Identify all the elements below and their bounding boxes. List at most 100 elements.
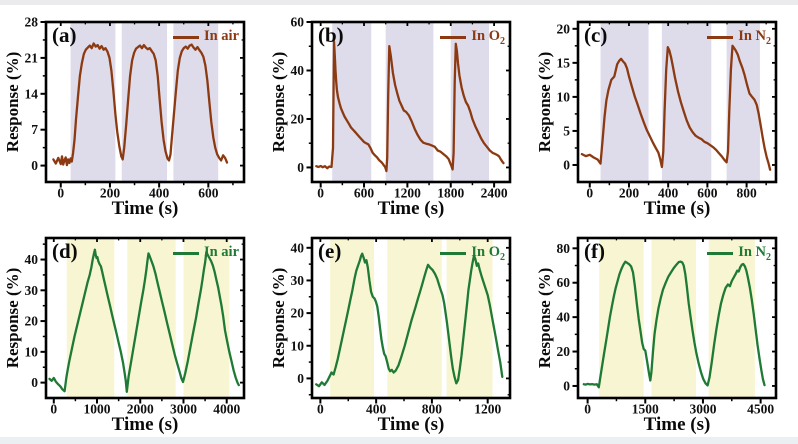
legend-line-swatch xyxy=(707,35,734,39)
svg-text:0: 0 xyxy=(297,371,304,386)
x-axis-title: Time (s) xyxy=(377,414,445,435)
svg-text:5: 5 xyxy=(563,123,570,138)
svg-text:80: 80 xyxy=(557,241,571,256)
svg-text:10: 10 xyxy=(25,344,39,359)
panel-letter: (d) xyxy=(52,239,78,263)
svg-text:15: 15 xyxy=(557,55,571,70)
svg-text:800: 800 xyxy=(422,402,443,417)
svg-text:20: 20 xyxy=(25,314,39,329)
legend-line-swatch xyxy=(172,35,199,39)
plot-area-e: 0 400 800 1200 0 10 20 30 40 xyxy=(291,236,512,417)
plot-area-c: 0 200 400 600 800 0 5 10 15 20 xyxy=(557,20,778,201)
legend: In O2 xyxy=(440,28,505,47)
svg-text:4500: 4500 xyxy=(747,402,774,417)
svg-text:40: 40 xyxy=(291,63,305,78)
svg-text:2000: 2000 xyxy=(127,402,154,417)
svg-text:600: 600 xyxy=(198,186,219,201)
plot-area-b: 0 600 1200 1800 2400 0 20 40 60 xyxy=(291,15,512,201)
svg-text:7: 7 xyxy=(31,122,38,137)
svg-text:400: 400 xyxy=(366,402,387,417)
svg-text:0: 0 xyxy=(317,186,324,201)
svg-text:0: 0 xyxy=(297,160,304,175)
x-axis-title: Time (s) xyxy=(643,198,711,219)
svg-text:1000: 1000 xyxy=(84,402,111,417)
legend-line-swatch xyxy=(440,251,467,255)
svg-text:20: 20 xyxy=(557,21,571,36)
legend-label: In O2 xyxy=(471,28,505,47)
svg-text:200: 200 xyxy=(100,186,121,201)
svg-text:20: 20 xyxy=(557,344,571,359)
panel-e: 0 400 800 1200 0 10 20 30 40 Response (%) Time (… xyxy=(266,228,532,444)
svg-text:1200: 1200 xyxy=(474,402,501,417)
svg-text:0: 0 xyxy=(31,158,38,173)
y-axis-title: Response (%) xyxy=(535,51,554,153)
legend: In N2 xyxy=(707,244,771,263)
svg-text:28: 28 xyxy=(25,15,39,30)
y-axis-title: Response (%) xyxy=(535,267,554,369)
top-edge-strip xyxy=(0,0,798,5)
svg-text:400: 400 xyxy=(149,186,170,201)
y-axis-title: Response (%) xyxy=(269,51,288,153)
panel-a: 0 200 400 600 0 7 14 21 28 Response (%) Time (s)… xyxy=(0,12,266,228)
x-axis-title: Time (s) xyxy=(643,414,711,435)
svg-text:0: 0 xyxy=(586,186,593,201)
svg-text:30: 30 xyxy=(291,273,305,288)
legend: In N2 xyxy=(707,28,771,47)
panel-b: 0 600 1200 1800 2400 0 20 40 60 Response (%) Tim… xyxy=(266,12,532,228)
panel-d: 0 1000 2000 3000 4000 0 10 20 30 40 Response (%) … xyxy=(0,228,266,444)
x-axis-title: Time (s) xyxy=(111,198,179,219)
plot-area-d: 0 1000 2000 3000 4000 0 10 20 30 40 xyxy=(25,236,246,417)
legend-label: In air xyxy=(203,244,239,260)
svg-text:600: 600 xyxy=(354,186,375,201)
svg-text:0: 0 xyxy=(563,378,570,393)
svg-text:1200: 1200 xyxy=(394,186,421,201)
svg-text:200: 200 xyxy=(619,186,640,201)
x-axis-title: Time (s) xyxy=(377,198,445,219)
svg-text:0: 0 xyxy=(57,186,64,201)
svg-text:60: 60 xyxy=(557,275,571,290)
legend-label: In N2 xyxy=(738,244,771,263)
svg-text:30: 30 xyxy=(25,283,39,298)
panel-c: 0 200 400 600 800 0 5 10 15 20 Response (%) Time … xyxy=(532,12,798,228)
y-axis-title: Response (%) xyxy=(3,267,22,369)
svg-text:10: 10 xyxy=(291,338,305,353)
legend-line-swatch xyxy=(172,251,199,255)
svg-text:60: 60 xyxy=(291,15,305,30)
bottom-edge-strip xyxy=(0,437,798,444)
legend-label: In air xyxy=(203,28,239,44)
svg-text:40: 40 xyxy=(291,240,305,255)
legend: In air xyxy=(172,28,239,47)
svg-text:40: 40 xyxy=(557,310,571,325)
legend: In air xyxy=(172,244,239,263)
panel-f: 0 1500 3000 4500 0 20 40 60 80 Response (%) Time… xyxy=(532,228,798,444)
svg-text:20: 20 xyxy=(291,306,305,321)
svg-text:0: 0 xyxy=(31,375,38,390)
panel-letter: (f) xyxy=(584,239,605,263)
svg-text:600: 600 xyxy=(697,186,718,201)
legend-label: In N2 xyxy=(738,28,771,47)
panel-letter: (b) xyxy=(318,23,344,47)
panel-letter: (e) xyxy=(318,239,342,263)
svg-text:1800: 1800 xyxy=(437,186,464,201)
legend-label: In O2 xyxy=(471,244,505,263)
svg-text:4000: 4000 xyxy=(213,402,240,417)
y-axis-title: Response (%) xyxy=(269,267,288,369)
svg-text:400: 400 xyxy=(658,186,679,201)
svg-text:3000: 3000 xyxy=(689,402,716,417)
svg-text:0: 0 xyxy=(317,402,324,417)
legend-line-swatch xyxy=(707,251,734,255)
svg-text:0: 0 xyxy=(563,157,570,172)
svg-text:10: 10 xyxy=(557,89,571,104)
x-axis-title: Time (s) xyxy=(111,414,179,435)
panel-letter: (a) xyxy=(52,23,77,47)
svg-text:20: 20 xyxy=(291,111,305,126)
svg-text:40: 40 xyxy=(25,252,39,267)
y-axis-title: Response (%) xyxy=(3,51,22,153)
svg-text:14: 14 xyxy=(25,86,39,101)
legend: In O2 xyxy=(440,244,505,263)
svg-text:800: 800 xyxy=(736,186,757,201)
svg-text:0: 0 xyxy=(50,402,57,417)
svg-text:0: 0 xyxy=(584,402,591,417)
plot-area-f: 0 1500 3000 4500 0 20 40 60 80 xyxy=(557,236,778,417)
svg-text:21: 21 xyxy=(25,50,39,65)
